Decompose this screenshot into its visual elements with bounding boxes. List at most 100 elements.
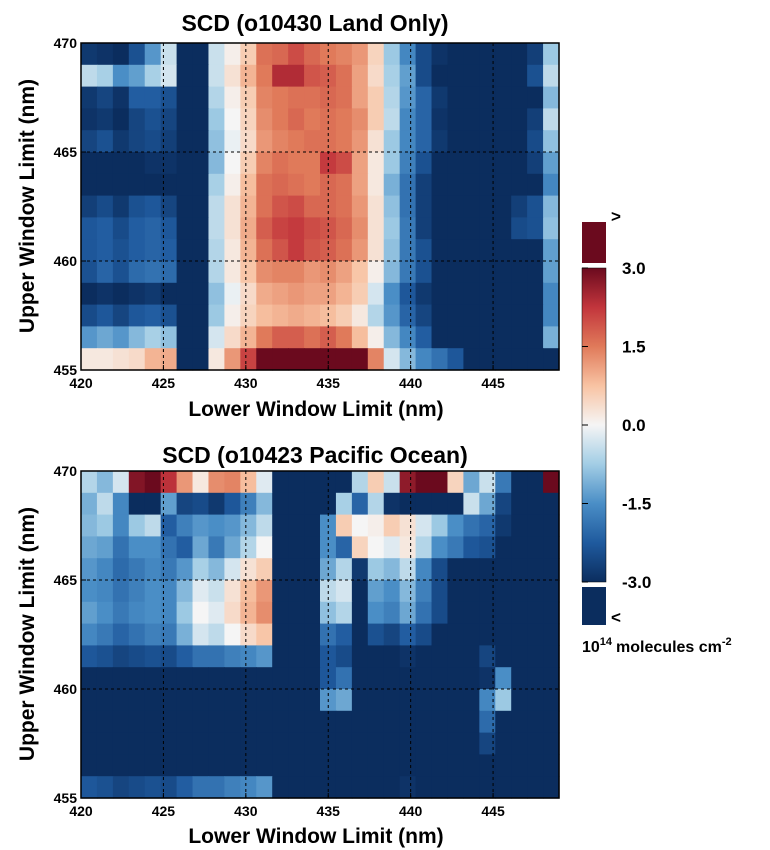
- heatmap-cell: [495, 195, 512, 218]
- heatmap-cell: [112, 195, 130, 218]
- heatmap-cell: [351, 514, 369, 537]
- heatmap-cell: [335, 195, 353, 218]
- heatmap-cell: [208, 536, 225, 559]
- heatmap-cell: [144, 536, 162, 559]
- heatmap-cell: [240, 282, 257, 306]
- heatmap-cell: [160, 689, 178, 712]
- heatmap-cell: [288, 282, 305, 306]
- heatmap-cell: [463, 217, 480, 240]
- heatmap-cell: [240, 86, 257, 109]
- heatmap-cell: [160, 239, 178, 262]
- heatmap-cell: [144, 43, 162, 66]
- heatmap-cell: [96, 623, 114, 646]
- heatmap-cell: [543, 689, 560, 712]
- heatmap-cell: [527, 173, 544, 197]
- heatmap-cell: [192, 623, 210, 646]
- heatmap-cell: [81, 558, 98, 581]
- heatmap-cell: [351, 282, 369, 306]
- heatmap-cell: [431, 282, 449, 306]
- heatmap-cell: [240, 108, 257, 131]
- heatmap-cell: [112, 239, 130, 262]
- heatmap-cell: [256, 173, 273, 197]
- heatmap-cell: [320, 667, 337, 690]
- heatmap-cell: [320, 348, 337, 371]
- heatmap-cell: [383, 130, 401, 153]
- heatmap-cell: [495, 348, 512, 371]
- colorbar-tick-label: 0.0: [622, 416, 646, 435]
- heatmap-cell: [383, 261, 401, 284]
- heatmap-cell: [128, 239, 146, 262]
- heatmap-cell: [495, 108, 512, 131]
- heatmap-cell: [383, 710, 401, 734]
- heatmap-cell: [192, 282, 210, 306]
- heatmap-cell: [96, 580, 114, 603]
- heatmap-cell: [543, 558, 560, 581]
- heatmap-cell: [383, 754, 401, 777]
- heatmap-cell: [320, 239, 337, 262]
- heatmap-cell: [527, 348, 544, 371]
- colorbar-ticks: 3.0 1.5 0.0 -1.5 -3.0: [582, 259, 651, 592]
- heatmap-cell: [511, 471, 528, 494]
- heatmap-cell: [272, 536, 289, 559]
- heatmap-cell: [383, 580, 401, 603]
- heatmap-cell: [367, 601, 385, 625]
- heatmap-cell: [527, 536, 544, 559]
- heatmap-cell: [304, 754, 321, 777]
- heatmap-cell: [128, 86, 146, 109]
- heatmap-cell: [256, 667, 273, 690]
- heatmap-cell: [304, 282, 321, 306]
- heatmap-cell: [495, 536, 512, 559]
- heatmap-cell: [495, 86, 512, 109]
- heatmap-cell: [383, 514, 401, 537]
- heatmap-cell: [304, 130, 321, 153]
- heatmap-cell: [351, 130, 369, 153]
- heatmap-cell: [479, 558, 496, 581]
- heatmap-cell: [208, 645, 225, 668]
- heatmap-cell: [81, 43, 98, 66]
- heatmap-cell: [256, 492, 273, 516]
- heatmap-cell: [335, 580, 353, 603]
- colorbar-over-label: >: [611, 207, 621, 226]
- heatmap-cell: [128, 304, 146, 327]
- heatmap-cell: [351, 492, 369, 516]
- heatmap-cell: [383, 173, 401, 197]
- heatmap-cell: [288, 645, 305, 668]
- heatmap-cell: [224, 623, 241, 646]
- heatmap-cell: [304, 623, 321, 646]
- heatmap-cell: [431, 261, 449, 284]
- heatmap-cell: [431, 710, 449, 734]
- heatmap-cell: [351, 601, 369, 625]
- heatmap-cell: [192, 471, 210, 494]
- heatmap-cell: [431, 776, 449, 799]
- heatmap-cell: [224, 580, 241, 603]
- heatmap-cell: [399, 348, 417, 371]
- heatmap-cell: [128, 754, 146, 777]
- heatmap-cell: [527, 492, 544, 516]
- heatmap-cell: [208, 558, 225, 581]
- heatmap-cell: [304, 348, 321, 371]
- y-tick-label: 470: [54, 463, 78, 479]
- heatmap-cell: [511, 536, 528, 559]
- heatmap-cell: [463, 43, 480, 66]
- heatmap-cell: [240, 776, 257, 799]
- heatmap-cell: [112, 689, 130, 712]
- heatmap-cell: [399, 558, 417, 581]
- heatmap-cell: [335, 261, 353, 284]
- heatmap-cell: [543, 217, 560, 240]
- heatmap-cell: [304, 326, 321, 349]
- heatmap-cell: [527, 558, 544, 581]
- heatmap-cell: [112, 304, 130, 327]
- heatmap-cell: [81, 536, 98, 559]
- heatmap-cell: [463, 776, 480, 799]
- heatmap-cell: [383, 304, 401, 327]
- heatmap-cell: [81, 195, 98, 218]
- heatmap-cell: [240, 304, 257, 327]
- heatmap-cell: [543, 152, 560, 175]
- heatmap-cell: [527, 710, 544, 734]
- heatmap-cell: [256, 601, 273, 625]
- heatmap-cell: [431, 239, 449, 262]
- heatmap-cell: [335, 667, 353, 690]
- heatmap-cell: [240, 536, 257, 559]
- heatmap-cell: [304, 601, 321, 625]
- heatmap-cell: [527, 86, 544, 109]
